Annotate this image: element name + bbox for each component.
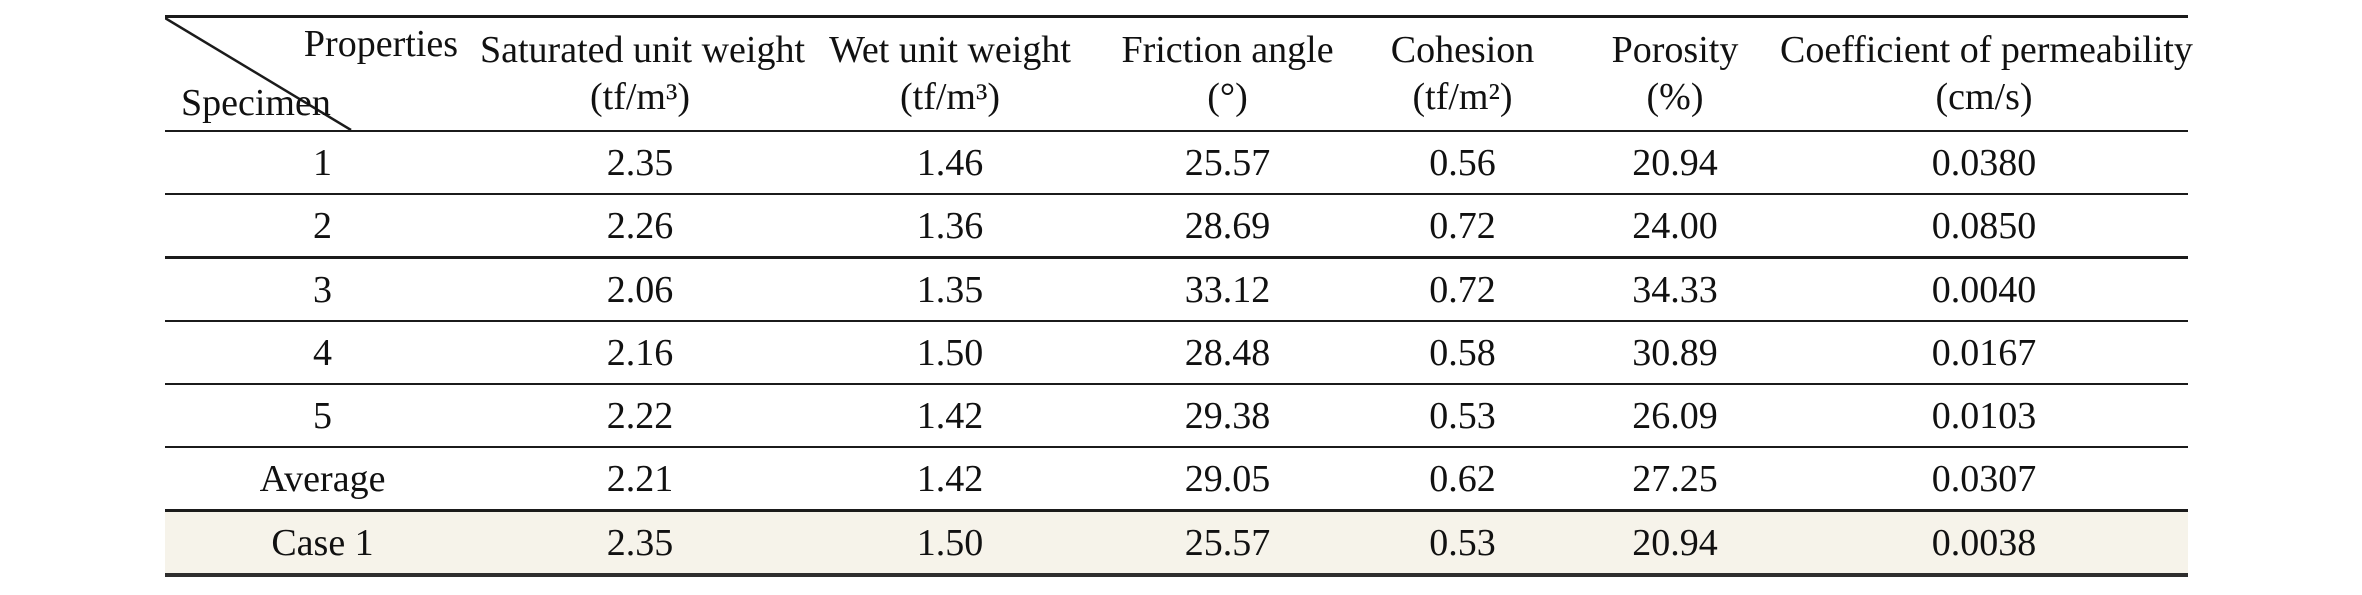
value-cell: 25.57 [1184,141,1271,184]
value-cell: 24.00 [1632,204,1718,247]
value-cell: 1.50 [916,521,984,564]
column-unit: (%) [1646,76,1704,118]
table-row: 2 2.26 1.36 28.69 0.72 24.00 0.0850 [165,194,2188,258]
value-cell: 1.46 [916,141,984,184]
table-row: 3 2.06 1.35 33.12 0.72 34.33 0.0040 [165,258,2188,321]
value-cell: 0.58 [1429,331,1496,374]
value-cell: 0.0038 [1931,521,2037,564]
value-cell: 20.94 [1632,521,1718,564]
column-header-friction-angle: Friction angle (°) [1100,17,1355,132]
row-label-cell: 1 [313,141,332,184]
column-unit: (tf/m³) [589,76,691,118]
value-cell: 34.33 [1632,268,1718,311]
column-header-cohesion: Cohesion (tf/m²) [1355,17,1570,132]
value-cell: 0.72 [1429,268,1496,311]
row-label-cell: 2 [313,204,332,247]
table-row: Case 1 2.35 1.50 25.57 0.53 20.94 0.0038 [165,510,2188,575]
value-cell: 1.50 [916,331,984,374]
value-cell: 0.0380 [1931,141,2037,184]
specimen-properties-table: Properties Specimen Saturated unit weigh… [165,15,2193,577]
value-cell: 0.72 [1429,204,1496,247]
value-cell: 1.42 [916,394,984,437]
value-cell: 2.22 [606,394,674,437]
value-cell: 29.05 [1184,457,1271,500]
value-cell: 0.0103 [1931,394,2037,437]
column-label: Porosity [1611,28,1739,71]
corner-header-cell: Properties Specimen [165,17,480,132]
value-cell: 0.56 [1429,141,1496,184]
value-cell: 0.0167 [1931,331,2037,374]
value-cell: 2.21 [606,457,674,500]
table-row: 5 2.22 1.42 29.38 0.53 26.09 0.0103 [165,384,2188,447]
row-label-cell: Case 1 [271,521,374,564]
value-cell: 2.16 [606,331,674,374]
column-label: Cohesion [1390,28,1535,71]
column-header-wet-unit-weight: Wet unit weight (tf/m³) [800,17,1100,132]
header-row: Properties Specimen Saturated unit weigh… [165,17,2193,132]
value-cell: 2.35 [606,521,674,564]
column-header-saturated-unit-weight: Saturated unit weight (tf/m³) [480,17,806,132]
table-row: 4 2.16 1.50 28.48 0.58 30.89 0.0167 [165,321,2188,384]
value-cell: 29.38 [1184,394,1271,437]
value-cell: 0.0040 [1931,268,2037,311]
value-cell: 2.06 [606,268,674,311]
row-label-cell: 3 [313,268,332,311]
row-label-cell: 5 [313,394,332,437]
value-cell: 20.94 [1632,141,1718,184]
column-unit: (tf/m³) [899,76,1001,118]
value-cell: 1.42 [916,457,984,500]
value-cell: 26.09 [1632,394,1718,437]
value-cell: 1.36 [916,204,984,247]
table-body: 1 2.35 1.46 25.57 0.56 20.94 0.0380 2 2.26 1.36 28… [165,131,2188,575]
value-cell: 28.69 [1184,204,1271,247]
value-cell: 30.89 [1632,331,1718,374]
value-cell: 27.25 [1632,457,1718,500]
value-cell: 0.62 [1429,457,1496,500]
value-cell: 0.0307 [1931,457,2037,500]
diagonal-divider-line [165,18,352,130]
value-cell: 0.53 [1429,521,1496,564]
row-label-cell: Average [259,457,386,500]
column-label: Friction angle [1121,28,1334,71]
value-cell: 33.12 [1184,268,1271,311]
value-cell: 2.35 [606,141,674,184]
row-label-cell: 4 [313,331,332,374]
value-cell: 2.26 [606,204,674,247]
column-unit: (tf/m²) [1412,76,1513,118]
value-cell: 0.53 [1429,394,1496,437]
corner-specimen-label: Specimen [181,82,331,125]
column-unit: (cm/s) [1935,76,2033,118]
value-cell: 0.0850 [1931,204,2037,247]
value-cell: 1.35 [916,268,984,311]
table-row: Average 2.21 1.42 29.05 0.62 27.25 0.0307 [165,447,2188,511]
column-header-porosity: Porosity (%) [1570,17,1780,132]
column-unit: (°) [1207,76,1248,118]
column-label: Wet unit weight [829,28,1071,71]
corner-properties-label: Properties [303,23,458,65]
value-cell: 28.48 [1184,331,1271,374]
value-cell: 25.57 [1184,521,1271,564]
column-label: Saturated unit weight [480,28,806,71]
column-header-coefficient-of-permeability: Coefficient of permeability (cm/s) [1780,17,2193,132]
column-label: Coefficient of permeability [1780,28,2193,71]
table-row: 1 2.35 1.46 25.57 0.56 20.94 0.0380 [165,131,2188,194]
